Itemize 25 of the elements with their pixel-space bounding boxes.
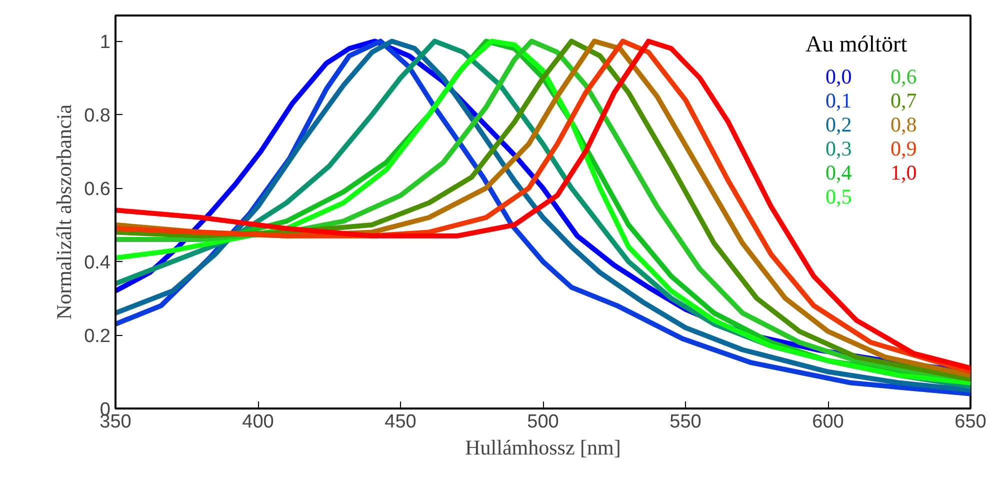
y-tick-label: 0.6 (84, 179, 111, 200)
x-tick-label: 600 (812, 412, 844, 432)
text: 1,0 (890, 160, 917, 184)
text: 0,9 (890, 136, 917, 160)
text: 0,4 (826, 160, 852, 184)
x-tick-label: 400 (242, 412, 274, 432)
x-tick-label: 650 (954, 412, 986, 432)
y-tick-label: 1 (100, 32, 111, 54)
y-tick-label: 0.8 (84, 106, 111, 127)
text: 0,5 (826, 184, 852, 208)
text: 0,6 (890, 64, 917, 88)
text: 0,7 (890, 88, 917, 112)
text: 0,2 (826, 112, 852, 136)
y-axis-title: Normalizált abszorbancia (52, 104, 76, 320)
text: 0,1 (826, 88, 852, 112)
y-tick-label: 0.4 (84, 252, 111, 274)
y-tick-label: 0.2 (84, 326, 111, 348)
text: 0,3 (826, 136, 852, 160)
x-tick-label: 550 (670, 412, 702, 432)
x-tick-label: 450 (384, 412, 416, 432)
x-tick-label: 500 (527, 412, 559, 432)
text: 0,0 (826, 64, 852, 88)
legend-title: Au móltört (806, 32, 908, 56)
x-axis-title: Hullámhossz [nm] (465, 436, 621, 460)
text: 0,8 (890, 112, 917, 136)
